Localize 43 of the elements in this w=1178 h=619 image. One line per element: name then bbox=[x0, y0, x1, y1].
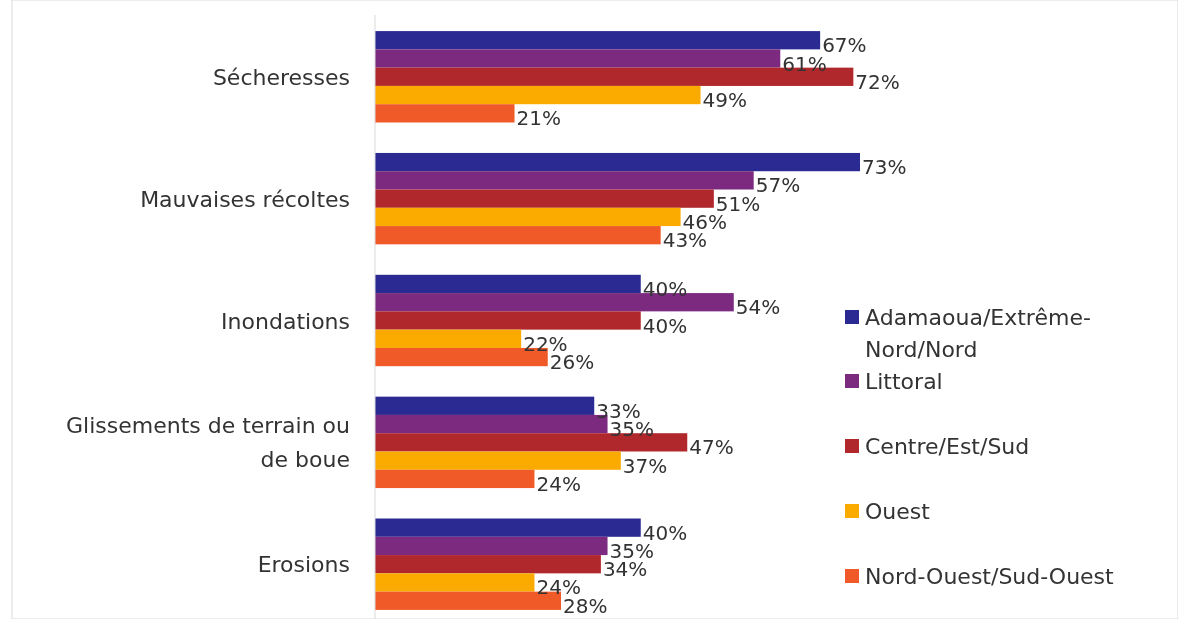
bar bbox=[375, 396, 595, 415]
data-label: 73% bbox=[862, 155, 907, 180]
data-label: 24% bbox=[536, 471, 581, 496]
bar bbox=[375, 85, 701, 105]
bar bbox=[375, 49, 781, 68]
y-tick-label: Mauvaises récoltes bbox=[140, 186, 350, 212]
y-tick-label: Glissements de terrain ou de boue bbox=[65, 413, 350, 473]
data-label: 43% bbox=[662, 228, 708, 253]
bar bbox=[375, 207, 681, 227]
data-label: 37% bbox=[622, 453, 668, 478]
legend-label: Ouest bbox=[865, 499, 931, 524]
bar bbox=[375, 311, 641, 330]
data-label: 54% bbox=[735, 295, 781, 320]
bar bbox=[375, 31, 821, 50]
data-label: 40% bbox=[642, 520, 688, 545]
bar bbox=[375, 274, 641, 294]
bar bbox=[375, 104, 515, 123]
legend-label: Littoral bbox=[865, 369, 943, 394]
legend-label: Adamaoua/Extrême-Nord/Nord bbox=[865, 305, 1091, 362]
bar bbox=[375, 329, 522, 348]
y-tick-label: Inondations bbox=[221, 308, 350, 334]
y-tick-label: Sécheresses bbox=[212, 64, 350, 90]
data-label: 33% bbox=[596, 398, 641, 423]
bar bbox=[375, 451, 621, 470]
bar bbox=[375, 226, 661, 245]
legend-label: Centre/Est/Sud bbox=[865, 434, 1030, 459]
bar bbox=[375, 152, 860, 172]
data-label: 47% bbox=[689, 435, 734, 460]
data-label: 67% bbox=[822, 33, 867, 58]
data-label: 34% bbox=[602, 557, 648, 582]
bar bbox=[375, 536, 608, 556]
data-label: 21% bbox=[516, 106, 561, 131]
bar bbox=[375, 171, 754, 190]
data-label: 40% bbox=[642, 313, 688, 338]
bar bbox=[375, 189, 714, 208]
data-label: 49% bbox=[702, 88, 747, 113]
bar bbox=[375, 518, 641, 537]
y-tick-label: Erosions bbox=[257, 552, 350, 578]
bar bbox=[375, 469, 535, 489]
legend-label: Nord-Ouest/Sud-Ouest bbox=[865, 564, 1115, 589]
bar bbox=[375, 573, 535, 592]
data-label: 72% bbox=[855, 69, 900, 94]
bar bbox=[375, 555, 601, 574]
